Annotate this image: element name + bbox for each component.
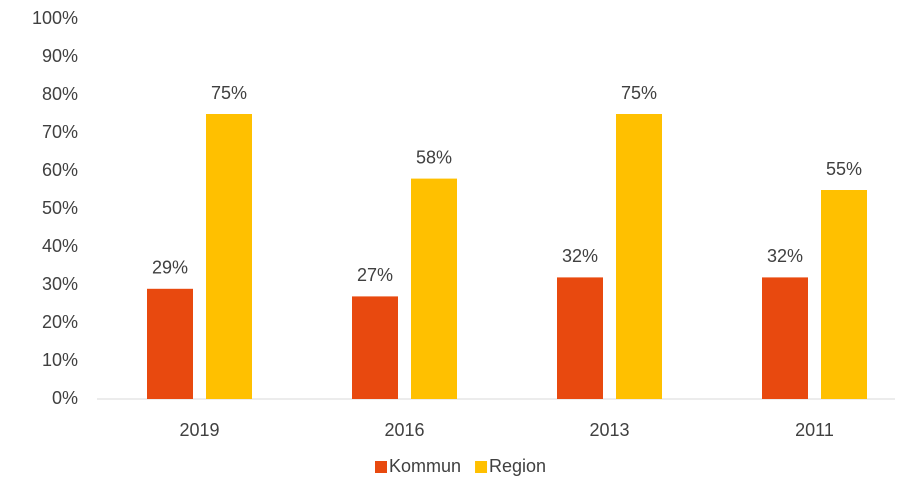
y-tick-label: 40% — [42, 236, 78, 256]
y-tick-label: 30% — [42, 274, 78, 294]
y-tick-label: 80% — [42, 84, 78, 104]
x-tick-label: 2019 — [179, 420, 219, 440]
bar — [762, 277, 808, 399]
y-tick-label: 10% — [42, 350, 78, 370]
bar — [411, 178, 457, 399]
x-tick-label: 2011 — [795, 420, 834, 440]
x-tick-label: 2016 — [384, 420, 424, 440]
legend-swatch — [475, 461, 488, 473]
y-tick-label: 50% — [42, 198, 78, 218]
bar — [206, 114, 252, 399]
value-label: 27% — [357, 265, 393, 285]
value-label: 29% — [152, 258, 188, 278]
value-label: 55% — [826, 159, 862, 179]
value-label: 58% — [416, 147, 452, 167]
y-tick-label: 0% — [52, 388, 78, 408]
y-tick-label: 100% — [32, 8, 78, 28]
bar — [616, 114, 662, 399]
legend-swatch — [375, 461, 387, 473]
bar — [352, 296, 398, 399]
bar — [557, 277, 603, 399]
bar — [821, 190, 867, 399]
value-label: 32% — [767, 246, 803, 266]
value-label: 32% — [562, 246, 598, 266]
value-label: 75% — [211, 83, 247, 103]
y-tick-label: 60% — [42, 160, 78, 180]
bar — [147, 288, 193, 399]
value-label: 75% — [621, 83, 657, 103]
legend-label: Region — [489, 456, 546, 476]
x-tick-label: 2013 — [589, 420, 629, 440]
legend-label: Kommun — [389, 456, 461, 476]
y-tick-label: 90% — [42, 46, 78, 66]
y-tick-label: 20% — [42, 312, 78, 332]
y-tick-label: 70% — [42, 122, 78, 142]
